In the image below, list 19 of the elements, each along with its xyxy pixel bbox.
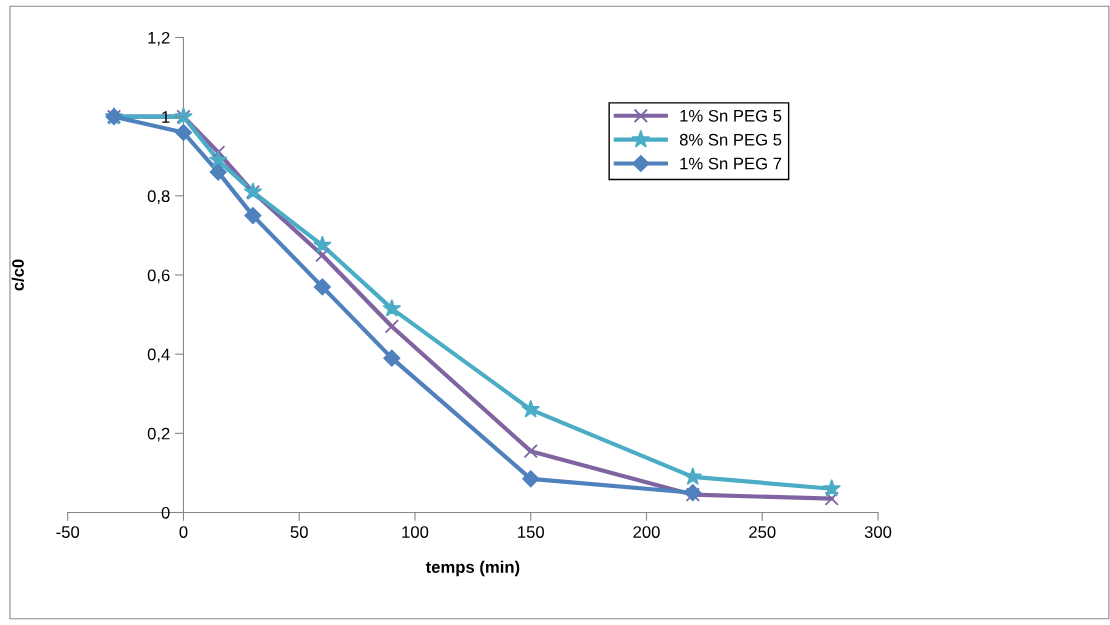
x-tick-label: 250: [749, 526, 776, 538]
legend-label: 8% Sn PEG 5: [679, 133, 782, 146]
x-tick-label: 200: [633, 526, 660, 538]
legend-label: 1% Sn PEG 5: [680, 109, 782, 122]
y-tick-label: 0,2: [147, 427, 170, 442]
y-tick-label: 0,4: [147, 348, 170, 363]
x-tick-label: 0: [179, 526, 188, 538]
x-axis-title: temps (min): [425, 560, 520, 577]
x-tick-label: 100: [402, 526, 429, 538]
x-tick-label: 300: [864, 526, 892, 538]
y-tick-label: 0: [161, 506, 170, 519]
y-tick-label: 0,8: [147, 190, 170, 205]
y-tick-label: 1,2: [148, 31, 170, 46]
x-tick-label: 50: [290, 526, 308, 538]
y-axis-title: c/c0: [11, 259, 25, 291]
x-tick-label: 150: [518, 526, 544, 538]
x-tick-label: -50: [56, 526, 80, 538]
legend-label: 1% Sn PEG 7: [680, 157, 782, 170]
y-tick-label: 0,6: [147, 269, 170, 284]
